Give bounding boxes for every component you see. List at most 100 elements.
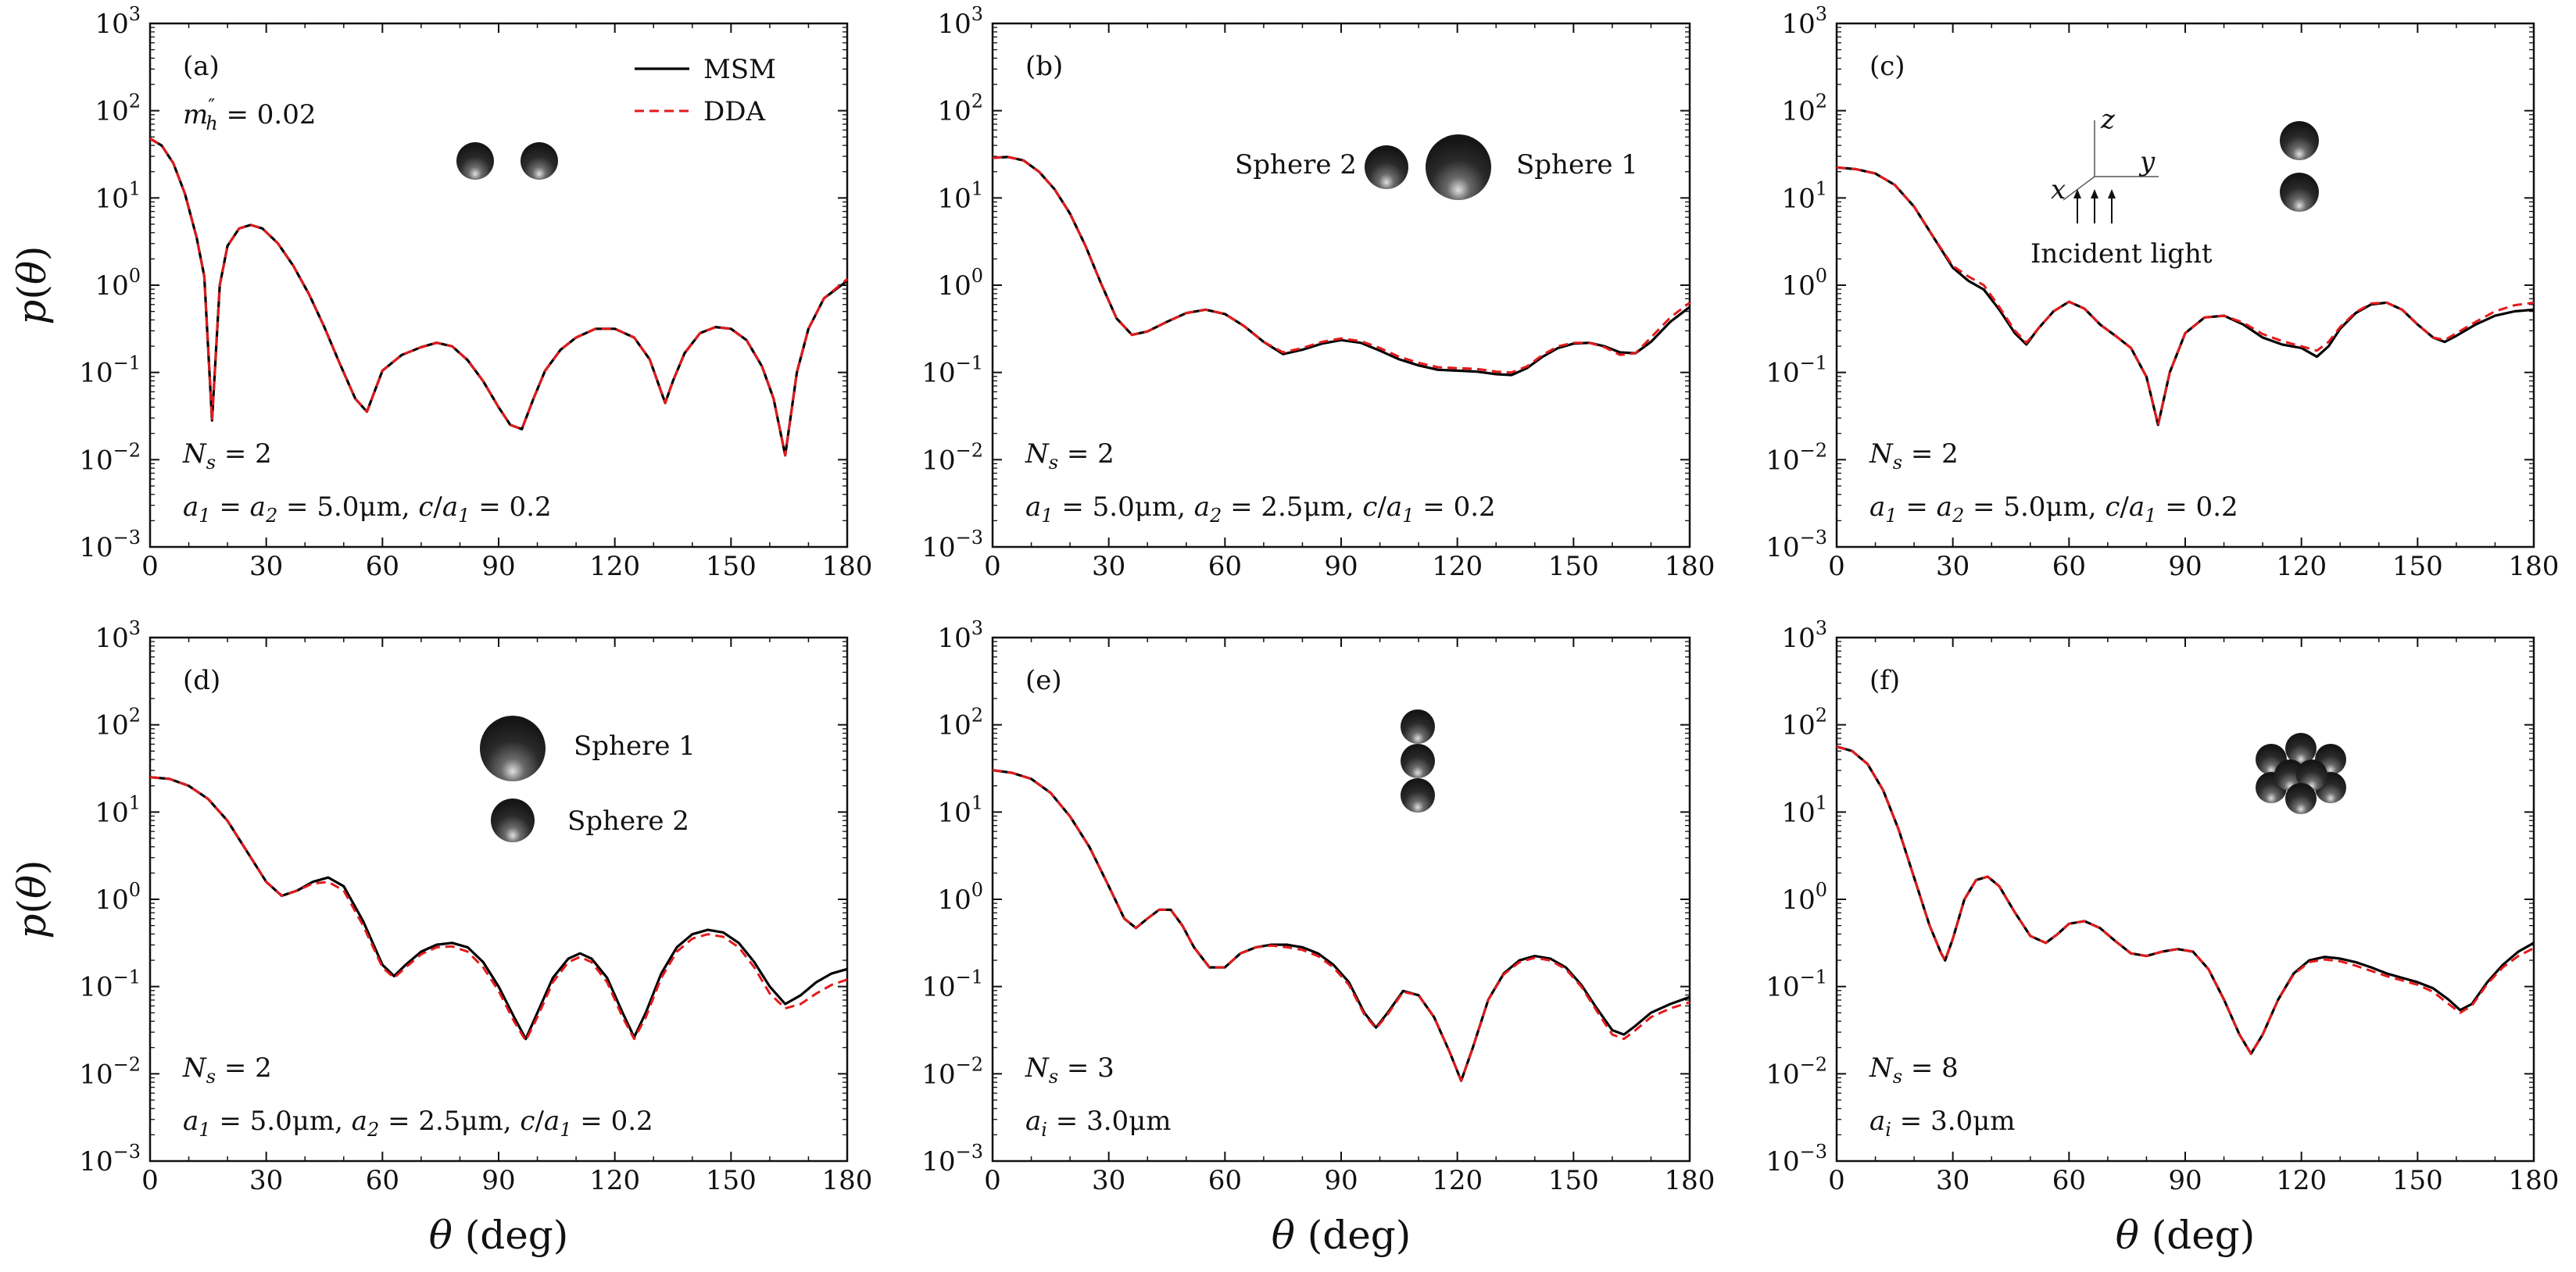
y-tick-exponent: 0 [129, 265, 141, 287]
panel-label: (b) [1025, 51, 1063, 82]
y-tick-label: 100 [95, 265, 141, 302]
params-subscript: 2 [265, 505, 277, 527]
y-axis-text: ) [9, 245, 55, 261]
x-tick-label: 120 [2276, 551, 2327, 582]
params-symbol: a [1937, 491, 1952, 523]
params-symbol: a [352, 1106, 367, 1137]
panel-c: 0 30 60 90 120 150 18010−310−210−1100101102103… [1766, 3, 2559, 582]
y-tick-label: 102 [95, 91, 141, 127]
y-tick-exponent: 0 [971, 265, 983, 287]
y-tick-label: 10−1 [1766, 967, 1827, 1003]
params-subscript: 1 [1885, 505, 1897, 527]
params-symbol: c [520, 1106, 535, 1137]
y-tick-exponent: −1 [113, 967, 141, 988]
params-text: = 2.5μm, [379, 1106, 520, 1137]
params-text: / [535, 1106, 544, 1137]
x-axis-title: θ (deg) [2116, 1213, 2256, 1258]
y-tick-base: 10 [937, 96, 971, 127]
x-axis-title: θ (deg) [1272, 1213, 1411, 1258]
y-axis-text: ( [9, 899, 55, 914]
params-label: a1 = 5.0μm, a2 = 2.5μm, c/a1 = 0.2 [1025, 491, 1496, 527]
y-tick-label: 10−1 [79, 352, 141, 389]
y-tick-base: 10 [95, 623, 128, 654]
x-axis-title: θ (deg) [429, 1213, 569, 1258]
y-axis-symbol: p [9, 914, 55, 939]
y-tick-label: 10−2 [921, 1053, 983, 1090]
y-tick-label: 10−2 [1766, 439, 1827, 476]
ns-label: Ns = 8 [1869, 1052, 1959, 1088]
y-tick-base: 10 [1781, 183, 1815, 214]
y-tick-exponent: 2 [129, 91, 141, 113]
params-subscript: i [1041, 1119, 1047, 1141]
params-text: = 5.0μm, [1054, 491, 1194, 523]
y-tick-base: 10 [95, 9, 128, 40]
y-tick-label: 10−3 [921, 527, 983, 563]
x-tick-label: 180 [1665, 551, 1716, 582]
y-tick-base: 10 [921, 972, 955, 1003]
x-tick-label: 0 [141, 551, 159, 582]
ns-subscript: s [1049, 1066, 1058, 1088]
legend-dda-label: DDA [703, 96, 766, 127]
y-tick-label: 10−1 [1766, 352, 1827, 389]
y-tick-label: 101 [95, 177, 141, 214]
y-tick-base: 10 [1781, 96, 1815, 127]
params-subscript: 1 [1402, 505, 1414, 527]
ns-value: = 2 [216, 1052, 272, 1084]
x-tick-label: 90 [481, 1165, 515, 1196]
panel-label: (d) [183, 665, 220, 696]
y-tick-base: 10 [1766, 972, 1799, 1003]
params-text: = [211, 491, 250, 523]
panel-label: (c) [1869, 51, 1905, 82]
y-tick-base: 10 [937, 710, 971, 741]
y-tick-base: 10 [79, 358, 113, 389]
ns-label: Ns = 2 [182, 438, 272, 473]
y-tick-exponent: −1 [1800, 967, 1827, 988]
params-subscript: 1 [199, 1119, 210, 1141]
panel-e: 0 30 60 90 120 150 18010−310−210−1100101102103… [921, 617, 1715, 1258]
x-tick-label: 150 [2392, 551, 2443, 582]
y-tick-exponent: 0 [129, 879, 141, 901]
params-symbol: a [1194, 491, 1210, 523]
y-tick-label: 101 [937, 791, 983, 828]
y-tick-base: 10 [937, 270, 971, 302]
x-axis-label: x [2051, 174, 2066, 205]
params-symbol: a [1869, 1106, 1885, 1137]
x-tick-label: 120 [589, 1165, 640, 1196]
y-tick-exponent: −3 [956, 527, 983, 548]
params-symbol: c [2105, 491, 2120, 523]
y-tick-label: 100 [1781, 879, 1827, 916]
y-tick-label: 10−3 [79, 527, 141, 563]
y-tick-base: 10 [95, 183, 128, 214]
x-axis-symbol: θ [2116, 1213, 2139, 1258]
y-tick-base: 10 [1766, 358, 1799, 389]
params-subscript: i [1885, 1119, 1891, 1141]
dda-series-line [1836, 166, 2535, 427]
z-axis-label: z [2100, 104, 2116, 135]
y-tick-label: 100 [1781, 265, 1827, 302]
y-tick-exponent: 2 [971, 91, 983, 113]
sphere-1-label: Sphere 1 [1516, 149, 1638, 180]
params-symbol: a [250, 491, 266, 523]
x-tick-label: 60 [1208, 551, 1242, 582]
y-tick-label: 10−3 [79, 1141, 141, 1177]
params-symbol: a [183, 491, 199, 523]
y-tick-base: 10 [95, 884, 128, 916]
y-tick-exponent: 2 [129, 705, 141, 727]
x-tick-label: 150 [2392, 1165, 2443, 1196]
y-tick-base: 10 [95, 710, 128, 741]
x-tick-label: 180 [822, 551, 873, 582]
x-tick-label: 120 [589, 551, 640, 582]
m-superscript: ″ [208, 95, 215, 117]
params-text: = 3.0μm [1891, 1106, 2016, 1137]
y-tick-exponent: 3 [971, 617, 983, 639]
y-tick-exponent: −1 [956, 352, 983, 374]
x-tick-label: 90 [481, 551, 515, 582]
y-tick-label: 10−1 [921, 967, 983, 1003]
y-tick-label: 101 [937, 177, 983, 214]
y-tick-label: 103 [1781, 617, 1827, 654]
y-tick-exponent: 3 [129, 617, 141, 639]
x-tick-label: 0 [1828, 1165, 1845, 1196]
ns-subscript: s [206, 452, 216, 473]
y-tick-base: 10 [1781, 797, 1815, 828]
y-tick-label: 102 [937, 91, 983, 127]
